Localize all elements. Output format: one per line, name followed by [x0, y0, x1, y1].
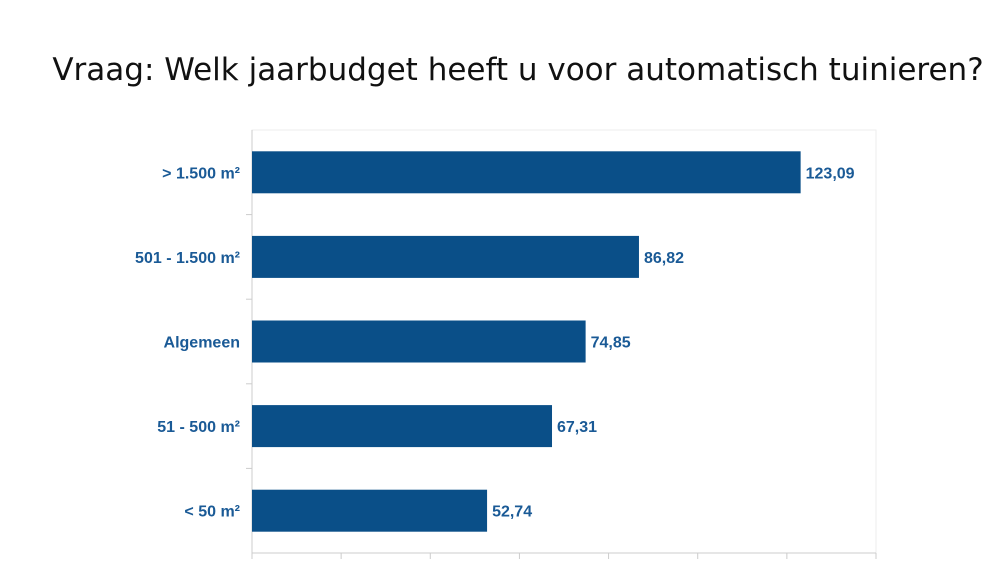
category-label: 51 - 500 m² — [157, 419, 240, 436]
data-label: 86,82 — [644, 250, 684, 267]
chart-title: Vraag: Welk jaarbudget heeft u voor auto… — [52, 52, 984, 88]
category-label: 501 - 1.500 m² — [135, 250, 240, 267]
data-label: 67,31 — [557, 419, 597, 436]
data-label: 123,09 — [806, 165, 855, 182]
bar — [252, 489, 488, 532]
bar — [252, 235, 639, 278]
category-label: > 1.500 m² — [162, 165, 240, 182]
bar — [252, 405, 553, 448]
category-label: < 50 m² — [184, 504, 240, 521]
category-label: Algemeen — [164, 335, 240, 352]
data-label: 52,74 — [492, 504, 532, 521]
bar — [252, 320, 586, 363]
data-label: 74,85 — [591, 335, 631, 352]
bar — [252, 151, 801, 194]
